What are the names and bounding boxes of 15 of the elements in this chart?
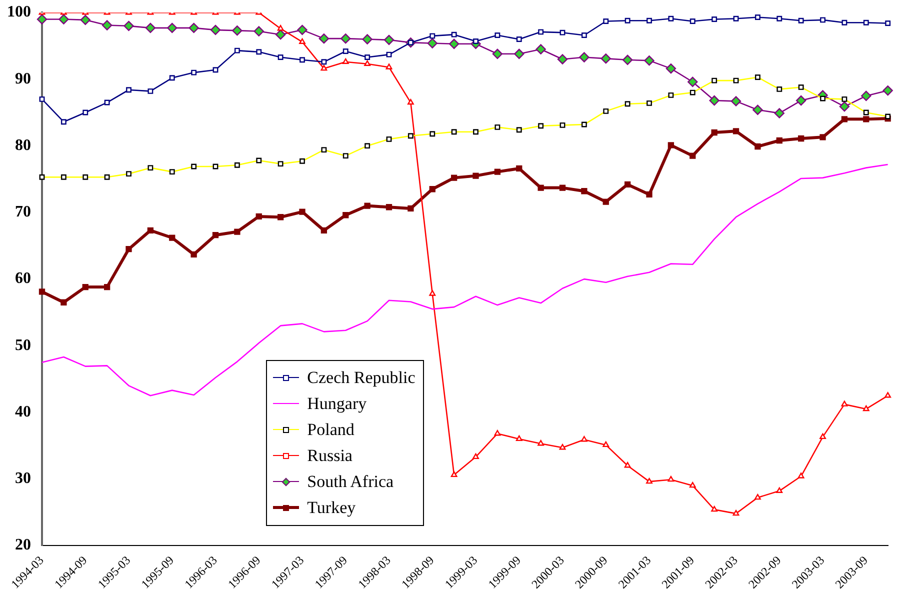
y-tick-label: 60 bbox=[15, 270, 31, 288]
y-tick-label: 20 bbox=[15, 536, 31, 554]
legend-label: South Africa bbox=[307, 470, 394, 493]
y-tick-label: 100 bbox=[7, 4, 31, 21]
y-tick-label: 80 bbox=[15, 136, 31, 154]
legend-label: Russia bbox=[307, 444, 352, 467]
legend-label: Czech Republic bbox=[307, 366, 416, 389]
y-tick-label: 50 bbox=[15, 336, 31, 354]
legend-label: Turkey bbox=[307, 496, 356, 519]
legend-label: Hungary bbox=[307, 392, 367, 415]
y-tick-label: 90 bbox=[15, 70, 31, 88]
y-tick-label: 30 bbox=[15, 470, 31, 488]
legend-label: Poland bbox=[307, 418, 354, 441]
y-tick-label: 40 bbox=[15, 403, 31, 420]
y-tick-label: 70 bbox=[15, 204, 31, 221]
